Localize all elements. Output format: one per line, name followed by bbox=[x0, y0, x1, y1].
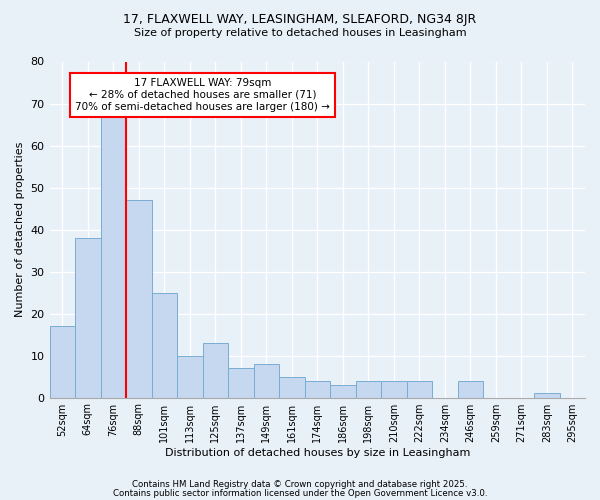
X-axis label: Distribution of detached houses by size in Leasingham: Distribution of detached houses by size … bbox=[164, 448, 470, 458]
Bar bbox=[407, 381, 432, 398]
Bar bbox=[126, 200, 152, 398]
Bar bbox=[101, 116, 126, 398]
Text: 17 FLAXWELL WAY: 79sqm
← 28% of detached houses are smaller (71)
70% of semi-det: 17 FLAXWELL WAY: 79sqm ← 28% of detached… bbox=[75, 78, 330, 112]
Text: Size of property relative to detached houses in Leasingham: Size of property relative to detached ho… bbox=[134, 28, 466, 38]
Bar bbox=[75, 238, 101, 398]
Bar bbox=[152, 292, 177, 398]
Bar bbox=[228, 368, 254, 398]
Text: 17, FLAXWELL WAY, LEASINGHAM, SLEAFORD, NG34 8JR: 17, FLAXWELL WAY, LEASINGHAM, SLEAFORD, … bbox=[124, 12, 476, 26]
Bar bbox=[203, 343, 228, 398]
Bar bbox=[50, 326, 75, 398]
Bar bbox=[254, 364, 279, 398]
Bar bbox=[356, 381, 381, 398]
Bar bbox=[177, 356, 203, 398]
Bar bbox=[381, 381, 407, 398]
Bar bbox=[534, 394, 560, 398]
Text: Contains public sector information licensed under the Open Government Licence v3: Contains public sector information licen… bbox=[113, 489, 487, 498]
Bar bbox=[458, 381, 483, 398]
Y-axis label: Number of detached properties: Number of detached properties bbox=[15, 142, 25, 317]
Bar bbox=[279, 376, 305, 398]
Bar bbox=[330, 385, 356, 398]
Bar bbox=[305, 381, 330, 398]
Text: Contains HM Land Registry data © Crown copyright and database right 2025.: Contains HM Land Registry data © Crown c… bbox=[132, 480, 468, 489]
